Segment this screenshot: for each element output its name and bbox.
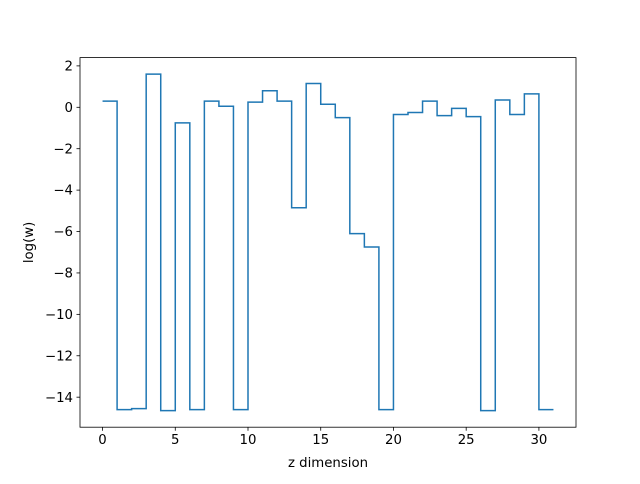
- y-tick-label: −8: [53, 267, 73, 282]
- y-tick-label: −2: [53, 142, 73, 157]
- y-tick-label: −6: [53, 225, 73, 240]
- x-tick-label: 10: [240, 433, 257, 448]
- x-tick-label: 25: [458, 433, 475, 448]
- y-tick-label: 2: [65, 59, 73, 74]
- y-tick-label: −14: [45, 391, 73, 406]
- y-tick-label: −12: [45, 349, 73, 364]
- x-tick-label: 0: [98, 433, 106, 448]
- x-tick-label: 5: [171, 433, 179, 448]
- y-tick-label: −4: [53, 184, 73, 199]
- x-tick-label: 15: [312, 433, 329, 448]
- y-tick-label: −10: [45, 308, 73, 323]
- y-axis-label: log(w): [22, 222, 37, 264]
- x-axis-label: z dimension: [288, 456, 368, 471]
- x-tick-label: 20: [385, 433, 402, 448]
- x-tick-label: 30: [530, 433, 547, 448]
- y-tick-label: 0: [65, 101, 73, 116]
